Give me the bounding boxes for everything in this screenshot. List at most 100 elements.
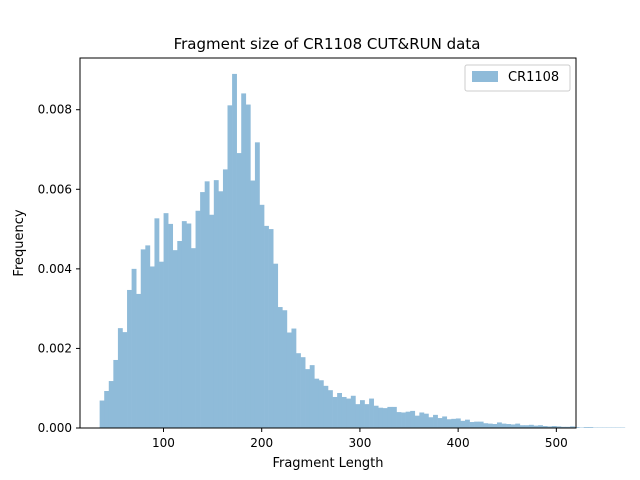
histogram-bar xyxy=(241,93,247,428)
histogram-bar xyxy=(433,414,438,428)
histogram-bar xyxy=(414,415,420,428)
histogram-bar xyxy=(515,423,521,428)
histogram-bar xyxy=(560,426,566,428)
histogram-bar xyxy=(104,391,110,428)
histogram-bars xyxy=(99,73,626,429)
histogram-bar xyxy=(519,425,525,428)
histogram-bar xyxy=(341,396,347,428)
y-axis-label: Frequency xyxy=(12,209,27,276)
histogram-bar xyxy=(574,427,580,428)
histogram-bar xyxy=(391,406,397,428)
x-tick-label: 300 xyxy=(348,436,371,450)
histogram-bar xyxy=(127,289,132,428)
histogram-bar xyxy=(364,404,370,428)
histogram-bar xyxy=(168,223,174,428)
histogram-bar xyxy=(465,419,470,428)
histogram-bar xyxy=(428,417,434,428)
histogram-bar xyxy=(300,357,306,428)
histogram-bar xyxy=(236,153,242,428)
histogram-bar xyxy=(387,406,393,428)
histogram-bar xyxy=(401,412,406,428)
histogram-bar xyxy=(460,420,466,428)
histogram-bar xyxy=(250,180,256,428)
histogram-bar xyxy=(204,181,210,428)
y-tick-label: 0.000 xyxy=(38,421,72,435)
histogram-bar xyxy=(469,422,475,428)
histogram-bar xyxy=(186,223,192,428)
legend-swatch xyxy=(472,71,498,82)
histogram-bar xyxy=(286,332,292,428)
histogram-bar xyxy=(328,390,333,428)
histogram-bar xyxy=(163,213,169,428)
histogram-bar xyxy=(355,404,361,428)
histogram-bar xyxy=(437,418,443,428)
histogram-bar xyxy=(419,412,425,428)
histogram-bar xyxy=(222,169,228,428)
y-tick-label: 0.004 xyxy=(38,262,72,276)
histogram-bar xyxy=(583,427,589,428)
histogram-bar xyxy=(149,266,155,428)
histogram-bar xyxy=(524,425,530,428)
histogram-bar xyxy=(538,425,543,428)
histogram-bar xyxy=(446,419,452,428)
x-tick-label: 500 xyxy=(545,436,568,450)
histogram-bar xyxy=(99,400,105,428)
histogram-bar xyxy=(478,421,484,428)
histogram-bar xyxy=(346,398,352,428)
histogram-bar xyxy=(378,407,384,428)
histogram-bar xyxy=(369,398,374,428)
histogram-bar xyxy=(145,245,151,428)
histogram-bar xyxy=(570,426,575,428)
histogram-bar xyxy=(314,378,320,428)
histogram-bar xyxy=(159,261,164,428)
histogram-bar xyxy=(556,426,562,428)
histogram-bar xyxy=(177,241,183,428)
x-tick-label: 400 xyxy=(447,436,470,450)
histogram-bar xyxy=(273,263,279,428)
histogram-bar xyxy=(405,411,411,428)
histogram-bar xyxy=(291,328,297,428)
histogram-bar xyxy=(373,405,379,428)
histogram-bar xyxy=(264,225,269,428)
histogram-bar xyxy=(506,424,511,428)
histogram-bar xyxy=(131,268,137,428)
histogram-bar xyxy=(318,380,324,428)
histogram-bar xyxy=(350,395,356,428)
histogram-bar xyxy=(181,221,187,428)
histogram-bar xyxy=(442,416,448,428)
y-tick-label: 0.008 xyxy=(38,103,72,117)
legend: CR1108 xyxy=(464,64,571,92)
histogram-bar xyxy=(200,192,205,428)
histogram-bar xyxy=(277,307,283,428)
histogram-bar xyxy=(190,248,196,428)
histogram-bar xyxy=(108,381,114,428)
histogram-bar xyxy=(332,396,338,428)
histogram-bar xyxy=(268,229,274,428)
legend-label: CR1108 xyxy=(508,70,559,85)
histogram-bar xyxy=(232,73,237,428)
plot-frame xyxy=(79,57,577,429)
histogram-bar xyxy=(296,353,301,428)
histogram-bar xyxy=(528,424,534,428)
histogram-bar xyxy=(533,425,539,428)
histogram-bar xyxy=(209,214,215,428)
histogram-bar xyxy=(136,293,142,428)
histogram-bar xyxy=(154,218,160,428)
histogram-bar xyxy=(195,210,201,428)
x-axis-label: Fragment Length xyxy=(272,456,383,471)
histogram-bar xyxy=(510,424,516,428)
histogram-bar xyxy=(259,204,265,428)
histogram-bar xyxy=(309,365,315,428)
histogram-bar xyxy=(492,424,498,428)
histogram-bar xyxy=(359,400,365,428)
y-axis-ticks: 0.000 0.002 0.004 0.006 0.008 xyxy=(38,103,80,435)
histogram-bar xyxy=(172,250,178,428)
histogram-bar xyxy=(117,328,123,428)
histogram-bar xyxy=(337,392,342,428)
histogram-bar xyxy=(113,359,119,428)
histogram-bar xyxy=(245,104,251,429)
histogram-bar xyxy=(547,426,553,428)
y-tick-label: 0.006 xyxy=(38,182,72,196)
histogram-bar xyxy=(140,249,146,428)
